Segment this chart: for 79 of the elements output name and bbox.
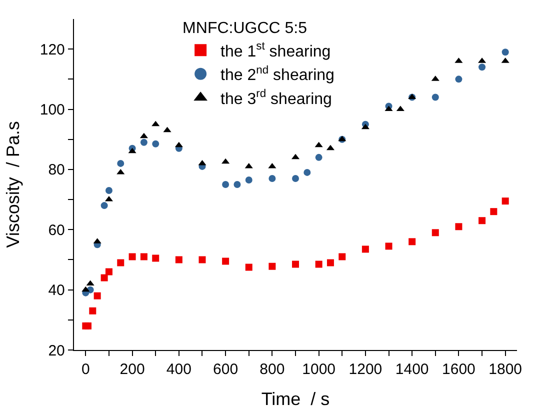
- point: [268, 162, 276, 168]
- point: [314, 142, 323, 148]
- point: [86, 280, 94, 286]
- point: [326, 259, 334, 266]
- y-tick-label: 40: [48, 282, 65, 300]
- point: [478, 64, 486, 71]
- point: [163, 126, 172, 132]
- point: [490, 208, 498, 216]
- y-axis-title: Viscosity / Pa.s: [3, 121, 24, 248]
- point: [222, 181, 230, 188]
- point: [455, 223, 462, 230]
- point: [140, 138, 148, 146]
- point: [432, 94, 439, 101]
- x-tick-label: 1400: [395, 361, 429, 378]
- x-tick-label: 800: [260, 361, 285, 378]
- x-tick-label: 600: [213, 361, 238, 378]
- point: [245, 176, 252, 184]
- point: [100, 274, 108, 282]
- point: [222, 258, 230, 265]
- point: [82, 286, 90, 292]
- point: [152, 120, 160, 126]
- point: [502, 198, 509, 205]
- point: [174, 142, 183, 148]
- legend-label: the 3$^{rd}$ shearing: [220, 88, 332, 108]
- point: [94, 292, 101, 300]
- point: [502, 48, 509, 56]
- point: [117, 160, 124, 167]
- legend-label: the 2$^{nd}$ shearing: [220, 64, 334, 84]
- point: [89, 307, 96, 314]
- point: [105, 268, 112, 276]
- point: [315, 260, 322, 268]
- point: [315, 154, 322, 161]
- point: [338, 253, 346, 260]
- x-tick-label: 400: [166, 361, 192, 378]
- x-tick-label: 0: [81, 361, 90, 378]
- point: [116, 168, 125, 174]
- point: [198, 256, 206, 264]
- point: [408, 238, 416, 246]
- y-tick-label: 20: [48, 342, 65, 360]
- point: [128, 253, 136, 260]
- x-axis-title: Time / s: [261, 389, 330, 410]
- y-tick-label: 80: [48, 162, 65, 179]
- point: [140, 253, 148, 260]
- point: [455, 76, 462, 83]
- legend-label: the 1$^{st}$ shearing: [220, 40, 331, 60]
- point: [385, 242, 392, 250]
- y-tick-label: 100: [40, 102, 65, 119]
- point: [361, 124, 370, 130]
- point: [478, 217, 486, 224]
- point: [105, 187, 112, 194]
- point: [268, 174, 276, 182]
- y-tick-label: 60: [48, 222, 65, 239]
- point: [117, 259, 124, 266]
- x-tick-label: 1600: [442, 361, 476, 378]
- y-tick-label: 120: [40, 41, 65, 58]
- point: [245, 264, 252, 271]
- legend-title: MNFC:UGCC 5:5: [182, 20, 308, 38]
- x-tick-label: 1000: [302, 361, 336, 378]
- point: [100, 202, 108, 210]
- point: [222, 158, 230, 164]
- x-tick-label: 200: [120, 361, 145, 378]
- point: [362, 246, 369, 253]
- point: [175, 256, 182, 264]
- x-tick-label: 1800: [488, 361, 522, 378]
- point: [304, 168, 311, 176]
- point: [396, 106, 404, 112]
- point: [128, 148, 136, 154]
- point: [292, 174, 299, 182]
- point: [198, 160, 206, 166]
- point: [384, 106, 393, 112]
- point: [268, 262, 276, 270]
- point: [152, 140, 160, 148]
- point: [292, 260, 299, 268]
- point: [244, 162, 253, 168]
- point: [152, 254, 160, 262]
- x-tick-label: 1200: [348, 361, 382, 378]
- point: [432, 229, 439, 236]
- point: [140, 132, 148, 138]
- point: [234, 181, 241, 188]
